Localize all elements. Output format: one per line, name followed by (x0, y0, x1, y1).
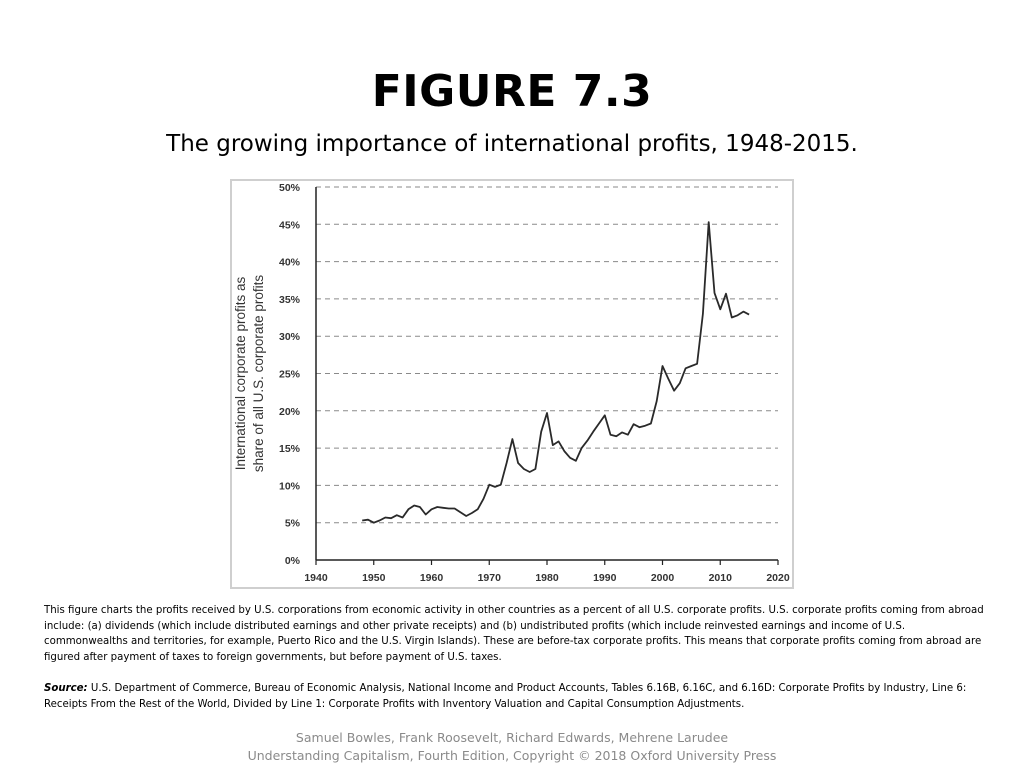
grid-lines (316, 186, 778, 524)
figure-source: Source: U.S. Department of Commerce, Bur… (44, 681, 984, 712)
y-tick-label: 25% (279, 369, 301, 381)
x-tick-label: 1940 (304, 572, 328, 584)
tick-labels: 0% 5% 10% 15% 20% 25% 30% 35% 40% 45% 50% 1940 1950 1… (279, 182, 790, 584)
series-layer (362, 221, 750, 524)
x-tick-label: 2000 (651, 572, 675, 584)
y-tick-label: 15% (279, 443, 301, 455)
chart-border (230, 179, 794, 589)
y-tick-label: 50% (279, 182, 301, 194)
footer-book: Understanding Capitalism, Fourth Edition… (247, 748, 777, 763)
figure-description: This figure charts the profits received … (44, 605, 984, 663)
source-label: Source: (44, 683, 88, 694)
x-tick-label: 1960 (420, 572, 444, 584)
source-text: U.S. Department of Commerce, Bureau of E… (44, 683, 967, 710)
y-tick-label: 30% (279, 331, 301, 343)
x-tick-label: 1950 (362, 572, 386, 584)
series-line (362, 221, 750, 524)
chart-svg: 0% 5% 10% 15% 20% 25% 30% 35% 40% 45% 50% 1940 1950 1… (230, 179, 794, 589)
axes (315, 187, 779, 565)
chart: 0% 5% 10% 15% 20% 25% 30% 35% 40% 45% 50% 1940 1950 1… (230, 179, 794, 589)
y-tick-label: 40% (279, 257, 301, 269)
y-tick-label: 0% (285, 555, 301, 567)
figure-subtitle: The growing importance of international … (166, 131, 858, 157)
footer: Samuel Bowles, Frank Roosevelt, Richard … (0, 729, 1024, 765)
y-tick-label: 20% (279, 406, 301, 418)
y-axis-label-line-2: share of all U.S. corporate profits (251, 275, 266, 473)
y-axis-label-line-1: International corporate profits as (233, 276, 248, 470)
y-tick-label: 45% (279, 219, 301, 231)
y-tick-label: 5% (285, 518, 301, 530)
y-tick-label: 35% (279, 294, 301, 306)
x-tick-label: 1970 (478, 572, 502, 584)
x-tick-label: 2020 (766, 572, 790, 584)
y-tick-label: 10% (279, 480, 301, 492)
x-tick-label: 1980 (535, 572, 559, 584)
footer-authors: Samuel Bowles, Frank Roosevelt, Richard … (295, 730, 729, 745)
figure-title: FIGURE 7.3 (371, 66, 653, 117)
x-tick-label: 2010 (709, 572, 733, 584)
x-tick-label: 1990 (593, 572, 617, 584)
